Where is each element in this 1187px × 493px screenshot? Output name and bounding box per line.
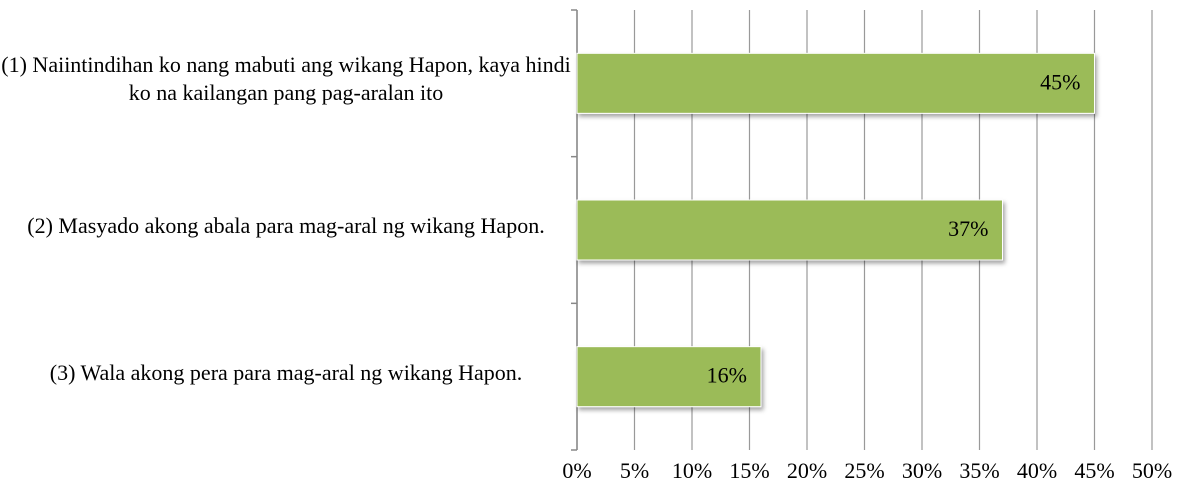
x-tick-label: 5% [620, 458, 649, 483]
bar [576, 199, 1003, 261]
x-tick-label: 45% [1074, 458, 1114, 483]
bar [576, 346, 762, 408]
x-tick-label: 30% [902, 458, 942, 483]
x-tick-label: 50% [1132, 458, 1172, 483]
data-label: 45% [1040, 69, 1080, 94]
x-tick-label: 15% [729, 458, 769, 483]
x-tick-label: 10% [672, 458, 712, 483]
x-tick-label: 40% [1017, 458, 1057, 483]
category-label: (1) Naiintindihan ko nang mabuti ang wik… [1, 52, 571, 106]
bar [576, 52, 1095, 114]
category-label: (3) Wala akong pera para mag-aral ng wik… [49, 359, 523, 385]
x-tick-label: 35% [959, 458, 999, 483]
x-tick-label: 0% [562, 458, 591, 483]
x-tick-label: 25% [844, 458, 884, 483]
data-label: 16% [707, 363, 747, 388]
category-label: (2) Masyado akong abala para mag-aral ng… [27, 213, 545, 238]
x-tick-label: 20% [787, 458, 827, 483]
data-label: 37% [948, 216, 988, 241]
